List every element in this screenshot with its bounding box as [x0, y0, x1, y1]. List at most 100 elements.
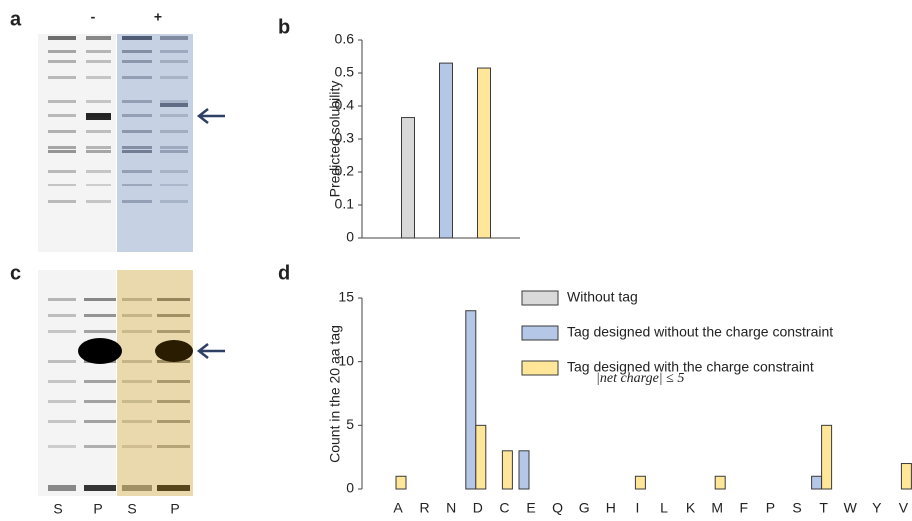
gel-band	[48, 314, 76, 317]
gel-band	[84, 485, 116, 491]
bar	[502, 451, 512, 489]
gel-band	[122, 50, 152, 53]
gel-band	[86, 113, 111, 120]
y-tick-label: 0.6	[335, 31, 355, 47]
gel-band	[86, 100, 111, 103]
gel-band	[160, 146, 188, 149]
x-tick-label: Q	[552, 500, 563, 516]
gel-band	[122, 76, 152, 79]
x-tick-label: I	[635, 500, 639, 516]
legend-swatch	[522, 326, 558, 340]
gel-band	[48, 200, 76, 203]
arrow-a	[199, 109, 225, 123]
gel-images	[38, 34, 225, 496]
gel-band	[122, 485, 152, 491]
gel-band	[48, 400, 76, 403]
x-tick-label: P	[766, 500, 775, 516]
gel-band	[160, 60, 188, 63]
gel-band	[122, 314, 152, 317]
gel-band	[48, 76, 76, 79]
y-tick-label: 15	[338, 289, 354, 305]
gel-band	[160, 170, 188, 173]
lane-label: -	[91, 9, 96, 25]
gel-band	[122, 130, 152, 133]
gel-band	[157, 380, 190, 383]
bar	[396, 476, 406, 489]
gel-band	[84, 298, 116, 301]
gel-band	[160, 184, 188, 186]
bar	[402, 118, 415, 238]
gel-band	[86, 184, 111, 186]
gel-band	[78, 338, 122, 364]
gel-band	[86, 170, 111, 173]
x-tick-label: L	[660, 500, 668, 516]
x-tick-label: E	[526, 500, 535, 516]
gel-band	[84, 314, 116, 317]
gel-band	[84, 445, 116, 448]
legend-note: |net charge| ≤ 5	[596, 371, 684, 386]
gel-band	[48, 130, 76, 133]
gel-band	[122, 170, 152, 173]
gel-band	[122, 36, 152, 40]
legend-swatch	[522, 291, 558, 305]
gel-band	[157, 330, 190, 333]
gel-band	[48, 360, 76, 363]
gel-band	[86, 130, 111, 133]
gel-band	[86, 60, 111, 63]
gel-band	[122, 114, 152, 117]
gel-band	[86, 36, 111, 40]
gel-band	[160, 50, 188, 53]
x-tick-label: K	[686, 500, 696, 516]
gel-band	[84, 400, 116, 403]
lane-label: P	[170, 501, 179, 517]
gel-band	[48, 184, 76, 186]
gel-band	[157, 420, 190, 423]
bar	[635, 476, 645, 489]
x-tick-label: T	[819, 500, 828, 516]
x-tick-label: S	[792, 500, 801, 516]
legend-swatch	[522, 361, 558, 375]
bar	[715, 476, 725, 489]
x-tick-label: W	[844, 500, 858, 516]
bar	[822, 425, 832, 489]
gel-band	[122, 360, 152, 363]
bar	[812, 476, 822, 489]
bar	[519, 451, 529, 489]
lane-label: +	[154, 9, 162, 25]
x-tick-label: R	[420, 500, 430, 516]
x-tick-label: N	[446, 500, 456, 516]
bar	[466, 311, 476, 489]
x-tick-label: H	[606, 500, 616, 516]
gel-band	[160, 76, 188, 79]
bar	[440, 63, 453, 238]
gel-band	[157, 298, 190, 301]
gel-band	[122, 60, 152, 63]
panel-label: d	[278, 262, 290, 284]
gel-band	[157, 445, 190, 448]
gel-band	[122, 420, 152, 423]
gel-band	[84, 420, 116, 423]
x-tick-label: V	[899, 500, 909, 516]
y-tick-label: 0	[346, 480, 354, 496]
gel-band	[48, 36, 76, 40]
gel-band	[157, 400, 190, 403]
gel-band	[122, 184, 152, 186]
y-axis-label: Predicted solubility	[327, 81, 343, 198]
gel-band	[122, 330, 152, 333]
gel-a-left	[38, 34, 116, 252]
gel-band	[48, 60, 76, 63]
y-axis-label: Count in the 20 aa tag	[327, 325, 343, 463]
figure: a - + c S P S P b d 00.10.20.30.40.50.6P…	[0, 0, 912, 521]
gel-band	[160, 150, 188, 153]
gel-band	[48, 485, 76, 491]
lane-label: P	[93, 501, 102, 517]
gel-band	[122, 445, 152, 448]
gel-band	[122, 200, 152, 203]
gel-band	[48, 150, 76, 153]
gel-band	[48, 50, 76, 53]
gel-band	[48, 114, 76, 117]
gel-band	[122, 150, 152, 153]
gel-band	[84, 380, 116, 383]
y-tick-label: 5	[346, 416, 354, 432]
gel-band	[122, 100, 152, 103]
